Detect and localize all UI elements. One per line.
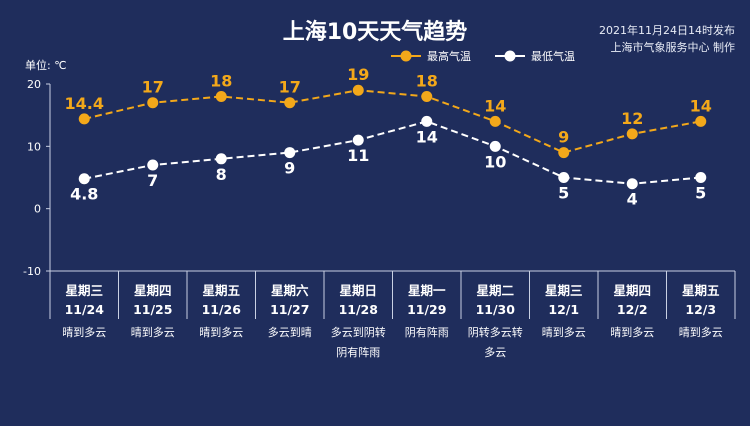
data-point (78, 113, 90, 125)
data-point (215, 153, 227, 165)
data-label: 17 (279, 78, 301, 97)
data-label: 17 (142, 78, 164, 97)
day-weekday: 星期一 (408, 283, 446, 298)
data-labels: 14.4 17 18 17 19 18 14 9 12 14 4.8 7 8 9 11 14 10 5 4 5 (65, 65, 712, 209)
series-line (84, 89, 701, 154)
day-weather: 晴到多云 (62, 325, 106, 339)
day-weather: 多云到晴 (268, 325, 312, 339)
data-label: 9 (558, 128, 569, 147)
day-weather: 阴转多云转 (468, 325, 523, 339)
data-point (421, 115, 433, 127)
day-weather: 晴到多云 (679, 325, 723, 339)
y-tick-label: 0 (34, 203, 41, 216)
data-point (352, 134, 364, 146)
data-point (558, 172, 570, 183)
day-weekday: 星期日 (339, 283, 377, 298)
day-weather: 阴有阵雨 (336, 345, 380, 359)
publish-time: 2021年11月24日14时发布 (599, 24, 735, 37)
data-label: 18 (416, 71, 438, 90)
data-point (626, 128, 638, 140)
day-date: 11/29 (407, 302, 446, 317)
data-label: 14 (416, 127, 438, 146)
day-weekday: 星期三 (65, 283, 103, 298)
day-weekday: 星期四 (613, 283, 651, 298)
data-label: 14 (484, 96, 506, 115)
data-label: 14 (690, 96, 712, 115)
legend-label: 最高气温 (427, 49, 471, 63)
legend-marker (504, 50, 516, 62)
data-label: 11 (347, 146, 369, 165)
day-weekday: 星期六 (271, 283, 309, 298)
day-weather: 晴到多云 (542, 325, 586, 339)
data-point (352, 84, 364, 96)
day-date: 12/2 (617, 302, 648, 317)
data-label: 19 (347, 65, 369, 84)
legend-label: 最低气温 (531, 49, 575, 63)
day-weather: 多云 (484, 345, 506, 359)
series-points (78, 84, 707, 190)
data-label: 8 (216, 165, 227, 184)
data-point (78, 173, 90, 185)
data-point (284, 97, 296, 109)
publish-info: 2021年11月24日14时发布 上海市气象服务中心 制作 (599, 22, 735, 56)
data-point (695, 115, 707, 127)
series-lines (84, 89, 701, 185)
day-weather: 多云到阴转 (331, 325, 386, 339)
data-point (147, 97, 159, 109)
publisher: 上海市气象服务中心 制作 (610, 41, 736, 54)
day-date: 11/28 (339, 302, 378, 317)
day-date: 11/26 (202, 302, 242, 317)
day-weather: 晴到多云 (610, 325, 654, 339)
y-tick-label: 10 (27, 140, 41, 153)
data-label: 9 (284, 159, 295, 178)
data-label: 7 (147, 171, 158, 190)
data-label: 5 (695, 184, 706, 203)
day-date: 11/30 (476, 302, 516, 317)
day-date: 12/3 (685, 302, 716, 317)
data-label: 4.8 (70, 185, 98, 204)
data-label: 12 (621, 109, 643, 128)
day-date: 11/24 (65, 302, 105, 317)
day-date: 12/1 (548, 302, 579, 317)
axes: 20 10 0 -10 (23, 78, 735, 278)
day-weekday: 星期五 (682, 283, 720, 298)
data-point (489, 140, 501, 152)
day-weekday: 星期五 (202, 283, 240, 298)
data-point (695, 172, 707, 183)
day-weather: 阴有阵雨 (405, 325, 449, 339)
day-date: 11/27 (270, 302, 309, 317)
day-weekday: 星期二 (476, 283, 514, 298)
data-point (558, 147, 570, 159)
y-tick-label: -10 (23, 265, 41, 278)
data-label: 5 (558, 184, 569, 203)
y-tick-label: 20 (27, 78, 41, 91)
data-point (215, 90, 227, 102)
day-weather: 晴到多云 (131, 325, 175, 339)
data-label: 18 (210, 71, 232, 90)
data-label: 4 (627, 190, 638, 209)
legend-marker (400, 50, 412, 62)
data-point (147, 159, 159, 171)
data-label: 10 (484, 152, 506, 171)
data-point (421, 90, 433, 102)
data-point (284, 147, 296, 159)
chart-title: 上海10天天气趋势 (282, 20, 468, 45)
unit-label: 单位: ℃ (25, 58, 67, 72)
data-label: 14.4 (65, 94, 104, 113)
series-line (84, 120, 701, 185)
data-point (489, 115, 501, 127)
day-columns: 星期三 11/24 晴到多云 星期四 11/25 晴到多云 星期五 11/26 晴到多云 星期六 1… (49, 271, 736, 359)
data-point (626, 178, 638, 190)
legend: 最高气温 最低气温 (391, 49, 575, 63)
day-weather: 晴到多云 (199, 325, 243, 339)
day-weekday: 星期三 (545, 283, 583, 298)
day-date: 11/25 (133, 302, 172, 317)
day-weekday: 星期四 (134, 283, 172, 298)
